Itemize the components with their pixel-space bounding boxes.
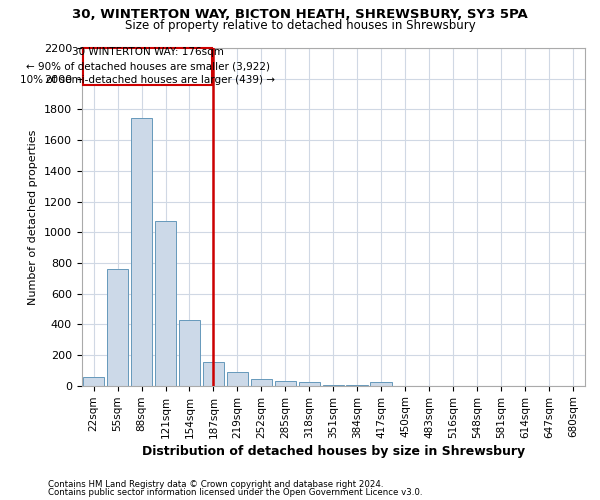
Bar [251,379,272,386]
Text: Contains HM Land Registry data © Crown copyright and database right 2024.: Contains HM Land Registry data © Crown c… [48,480,383,489]
Bar [227,372,248,386]
Text: Contains public sector information licensed under the Open Government Licence v3: Contains public sector information licen… [48,488,422,497]
Bar [83,378,104,386]
Text: 30, WINTERTON WAY, BICTON HEATH, SHREWSBURY, SY3 5PA: 30, WINTERTON WAY, BICTON HEATH, SHREWSB… [72,8,528,20]
Bar [323,385,344,386]
Text: 30 WINTERTON WAY: 176sqm
← 90% of detached houses are smaller (3,922)
10% of sem: 30 WINTERTON WAY: 176sqm ← 90% of detach… [20,48,275,86]
Bar [83,48,212,85]
Bar [155,220,176,386]
Bar [107,269,128,386]
Text: Size of property relative to detached houses in Shrewsbury: Size of property relative to detached ho… [125,18,475,32]
Bar [131,118,152,386]
Bar [299,382,320,386]
Bar [179,320,200,386]
X-axis label: Distribution of detached houses by size in Shrewsbury: Distribution of detached houses by size … [142,444,525,458]
Bar [275,381,296,386]
Y-axis label: Number of detached properties: Number of detached properties [28,129,38,304]
Bar [346,385,368,386]
Bar [370,382,392,386]
Bar [203,362,224,386]
